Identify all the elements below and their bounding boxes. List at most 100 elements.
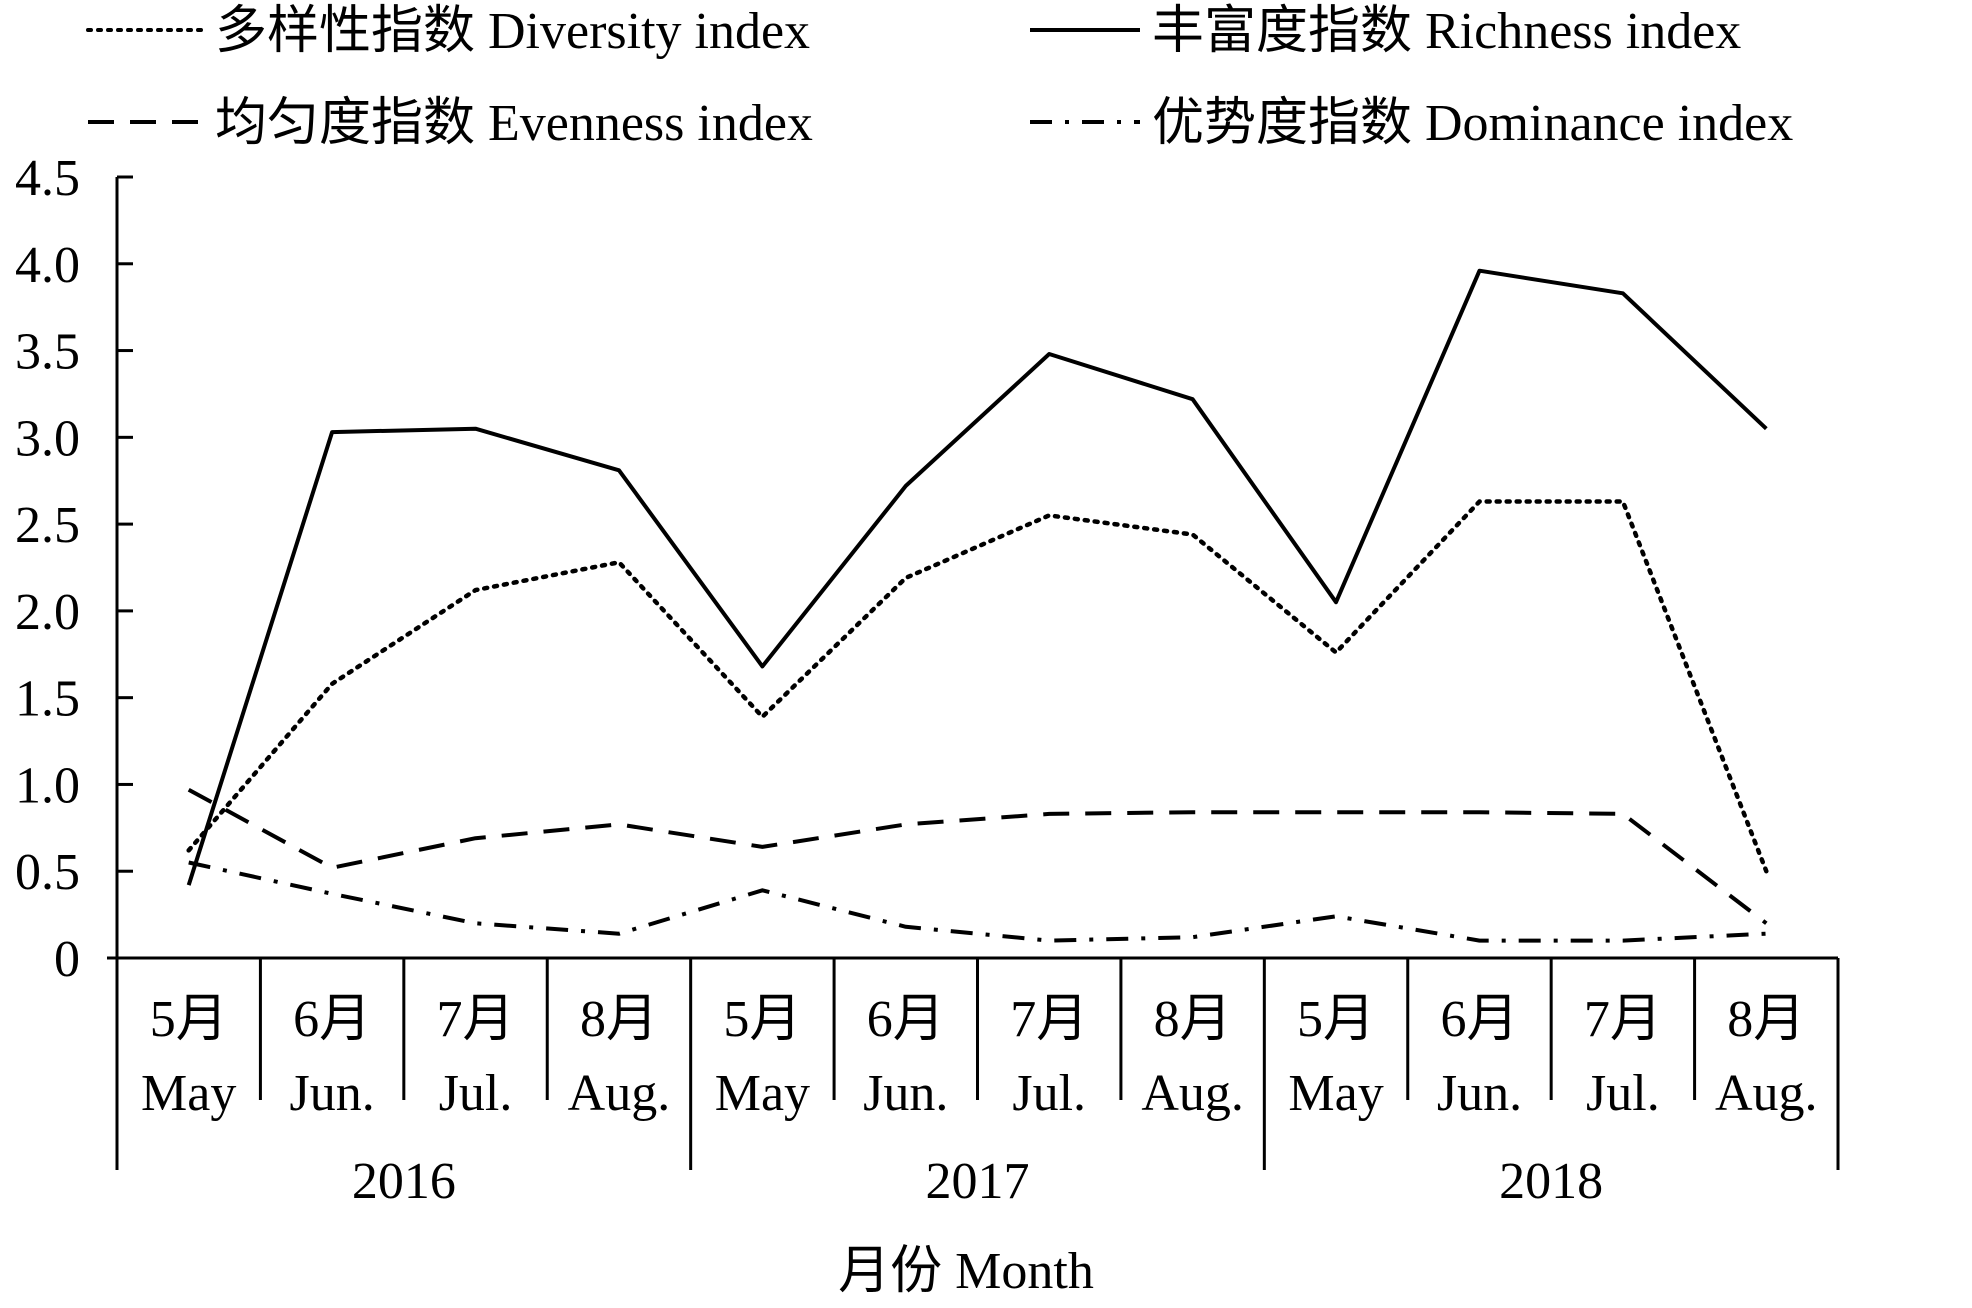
data-point: [1191, 810, 1195, 814]
y-tick-label: 1.5: [15, 671, 80, 728]
x-group-label-year: 2018: [1499, 1153, 1603, 1210]
data-point: [1191, 533, 1195, 537]
x-tick-label-month-en: May: [715, 1065, 810, 1122]
data-point: [617, 560, 621, 564]
x-tick-label-month-cn: 6月: [293, 991, 371, 1048]
y-tick-label: 0.5: [15, 844, 80, 901]
data-point: [904, 925, 908, 929]
x-tick-label-month-cn: 8月: [1727, 991, 1805, 1048]
y-tick-label: 3.0: [15, 410, 80, 467]
legend-item: 优势度指数 Dominance index: [1030, 95, 1793, 152]
x-tick-label-month-en: Jun.: [1437, 1065, 1522, 1122]
x-tick-label-month-cn: 6月: [867, 991, 945, 1048]
data-point: [1477, 269, 1481, 273]
y-tick-label: 4.5: [15, 150, 80, 207]
data-point: [330, 430, 334, 434]
x-tick-label-month-en: Jul.: [439, 1065, 513, 1122]
data-point: [330, 892, 334, 896]
x-tick-label-month-cn: 6月: [1440, 991, 1518, 1048]
x-tick-label-month-cn: 8月: [580, 991, 658, 1048]
x-tick-label-month-cn: 5月: [1297, 991, 1375, 1048]
data-point: [1334, 810, 1338, 814]
data-point: [904, 822, 908, 826]
legend-item: 均匀度指数 Evenness index: [88, 95, 813, 152]
legend: 多样性指数 Diversity index 丰富度指数 Richness inde…: [86, 3, 1793, 152]
x-tick-label-month-cn: 5月: [723, 991, 801, 1048]
x-axis: 5月 May 6月 Jun. 7月 Jul. 8月 Aug. 5月 May 6月 Jun. 7月 Jul.…: [107, 956, 1840, 1210]
legend-item: 多样性指数 Diversity index: [86, 3, 810, 60]
data-point: [760, 664, 764, 668]
data-point: [1047, 939, 1051, 943]
series-line-dotted: [186, 499, 1769, 874]
data-point: [617, 822, 621, 826]
data-point: [1047, 513, 1051, 517]
x-tick-label-month-cn: 5月: [150, 991, 228, 1048]
legend-label: 多样性指数 Diversity index: [215, 3, 810, 60]
data-point: [760, 888, 764, 892]
series-layer: [186, 268, 1769, 943]
data-point: [1334, 914, 1338, 918]
data-point: [1764, 869, 1768, 873]
series-line-solid: [186, 268, 1768, 886]
x-tick-label-month-cn: 8月: [1154, 991, 1232, 1048]
x-tick-label-month-en: Jun.: [863, 1065, 948, 1122]
data-point: [1621, 500, 1625, 504]
data-point: [1477, 500, 1481, 504]
x-group-label-year: 2017: [926, 1153, 1030, 1210]
y-tick-label: 1.0: [15, 757, 80, 814]
y-tick-label: 0: [54, 931, 80, 988]
data-point: [1621, 939, 1625, 943]
data-point: [1764, 427, 1768, 431]
legend-label: 均匀度指数 Evenness index: [215, 95, 813, 152]
data-point: [617, 932, 621, 936]
x-tick-label-month-en: Jul.: [1012, 1065, 1086, 1122]
x-tick-label-month-en: May: [1288, 1065, 1383, 1122]
data-point: [1477, 810, 1481, 814]
data-point: [1621, 291, 1625, 295]
y-tick-label: 3.5: [15, 324, 80, 381]
data-point: [1334, 600, 1338, 604]
data-point: [617, 468, 621, 472]
data-point: [187, 788, 191, 792]
x-tick-label-month-cn: 7月: [1584, 991, 1662, 1048]
data-point: [904, 484, 908, 488]
data-point: [187, 883, 191, 887]
data-point: [474, 427, 478, 431]
data-point: [1047, 352, 1051, 356]
y-tick-label: 2.0: [15, 584, 80, 641]
x-tick-label-month-en: Jun.: [290, 1065, 375, 1122]
x-group-label-year: 2016: [352, 1153, 456, 1210]
legend-label: 丰富度指数 Richness index: [1152, 3, 1741, 60]
data-point: [474, 836, 478, 840]
y-axis: 0 0.5 1.0 1.5 2.0 2.5 3.0 3.5 4.0 4.5: [15, 150, 133, 988]
data-point: [1621, 812, 1625, 816]
data-point: [1764, 932, 1768, 936]
series-line-dashdot: [188, 860, 1767, 943]
data-point: [1764, 921, 1768, 925]
data-point: [187, 861, 191, 865]
legend-label: 优势度指数 Dominance index: [1152, 95, 1793, 152]
data-point: [1477, 939, 1481, 943]
x-tick-label-month-cn: 7月: [1010, 991, 1088, 1048]
y-tick-label: 4.0: [15, 237, 80, 294]
data-point: [1191, 935, 1195, 939]
data-point: [330, 866, 334, 870]
data-point: [474, 588, 478, 592]
x-tick-label-month-en: Jul.: [1586, 1065, 1660, 1122]
data-point: [1334, 651, 1338, 655]
y-tick-label: 2.5: [15, 497, 80, 554]
legend-item: 丰富度指数 Richness index: [1030, 3, 1741, 60]
series-line-dashed: [187, 787, 1768, 925]
x-tick-label-month-en: Aug.: [568, 1065, 671, 1122]
data-point: [474, 921, 478, 925]
data-point: [760, 845, 764, 849]
x-tick-label-month-cn: 7月: [437, 991, 515, 1048]
data-point: [760, 715, 764, 719]
data-point: [330, 682, 334, 686]
data-point: [1047, 812, 1051, 816]
x-tick-label-month-en: May: [141, 1065, 236, 1122]
x-tick-label-month-en: Aug.: [1715, 1065, 1818, 1122]
x-axis-title: 月份 Month: [838, 1243, 1094, 1300]
